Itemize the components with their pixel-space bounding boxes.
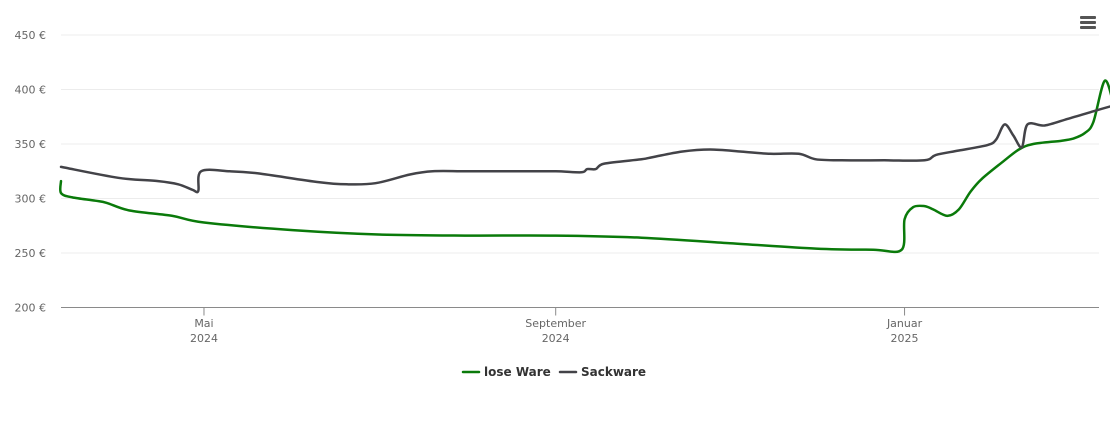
x-axis: Mai 2024 September 2024 Januar 2025 [61, 307, 1099, 345]
menu-icon-bar [1080, 21, 1096, 24]
series-line-lose-ware[interactable] [58, 79, 1110, 254]
y-tick-label: 400 € [15, 84, 47, 97]
y-tick-label: 250 € [15, 247, 47, 260]
grid-lines [61, 34, 1099, 254]
x-tick-label-month: Januar [886, 317, 923, 330]
series-line-sackware[interactable] [59, 105, 1110, 194]
series-lines [58, 79, 1110, 254]
legend-label: lose Ware [484, 365, 551, 379]
menu-icon-bar [1080, 16, 1096, 19]
x-tick-label-year: 2024 [542, 332, 570, 345]
menu-icon[interactable] [1076, 12, 1100, 34]
y-tick-label: 300 € [15, 193, 47, 206]
legend-item-lose-ware[interactable]: lose Ware [461, 365, 551, 379]
x-tick-label-year: 2024 [190, 332, 218, 345]
legend-label: Sackware [581, 365, 646, 379]
y-tick-label: 450 € [15, 29, 47, 42]
y-tick-label: 200 € [15, 302, 47, 315]
y-axis: 200 € 250 € 300 € 350 € 400 € 450 € [15, 29, 47, 315]
x-tick-label-month: September [525, 317, 586, 330]
menu-icon-bar [1080, 26, 1096, 29]
legend-item-sackware[interactable]: Sackware [558, 365, 646, 379]
legend: lose Ware Sackware [461, 365, 646, 379]
x-tick-label-month: Mai [194, 317, 213, 330]
x-tick-label-year: 2025 [891, 332, 919, 345]
y-tick-label: 350 € [15, 138, 47, 151]
